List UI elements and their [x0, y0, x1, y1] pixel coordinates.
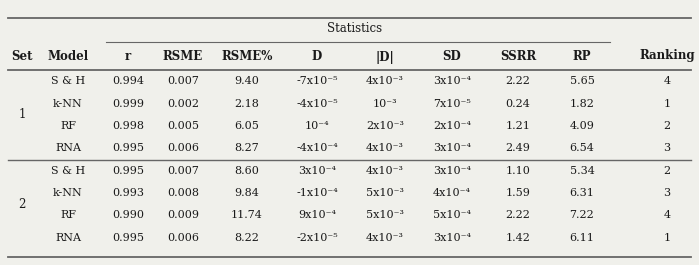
Text: k-NN: k-NN	[53, 188, 83, 198]
Text: 4x10⁻³: 4x10⁻³	[366, 166, 404, 176]
Text: 3x10⁻⁴: 3x10⁻⁴	[433, 233, 471, 243]
Text: RP: RP	[572, 51, 591, 64]
Text: 0.995: 0.995	[112, 143, 144, 153]
Text: 0.995: 0.995	[112, 166, 144, 176]
Text: 5.65: 5.65	[570, 76, 594, 86]
Text: 9.40: 9.40	[235, 76, 259, 86]
Text: 5.34: 5.34	[570, 166, 594, 176]
Text: RSME%: RSME%	[222, 51, 273, 64]
Text: 0.995: 0.995	[112, 233, 144, 243]
Text: RF: RF	[60, 210, 76, 220]
Text: 0.009: 0.009	[167, 210, 199, 220]
Text: 3x10⁻⁴: 3x10⁻⁴	[433, 143, 471, 153]
Text: 1: 1	[663, 233, 670, 243]
Text: 6.05: 6.05	[235, 121, 259, 131]
Text: 2.49: 2.49	[505, 143, 531, 153]
Text: 4x10⁻³: 4x10⁻³	[366, 143, 404, 153]
Text: 1: 1	[18, 108, 26, 121]
Text: 3: 3	[663, 188, 670, 198]
Text: 6.11: 6.11	[570, 233, 594, 243]
Text: -4x10⁻⁵: -4x10⁻⁵	[296, 99, 338, 109]
Text: 1: 1	[663, 99, 670, 109]
Text: 11.74: 11.74	[231, 210, 263, 220]
Text: 2.22: 2.22	[505, 76, 531, 86]
Text: 2: 2	[663, 166, 670, 176]
Text: -4x10⁻⁴: -4x10⁻⁴	[296, 143, 338, 153]
Text: 2.18: 2.18	[235, 99, 259, 109]
Text: 0.006: 0.006	[167, 233, 199, 243]
Text: 6.54: 6.54	[570, 143, 594, 153]
Text: Set: Set	[11, 50, 33, 63]
Text: RSME: RSME	[163, 51, 203, 64]
Text: 0.007: 0.007	[167, 76, 199, 86]
Text: r: r	[125, 51, 131, 64]
Text: S & H: S & H	[51, 166, 85, 176]
Text: 2: 2	[18, 198, 26, 211]
Text: 3x10⁻⁴: 3x10⁻⁴	[433, 166, 471, 176]
Text: 7.22: 7.22	[570, 210, 594, 220]
Text: 10⁻³: 10⁻³	[373, 99, 397, 109]
Text: Ranking: Ranking	[639, 50, 695, 63]
Text: -1x10⁻⁴: -1x10⁻⁴	[296, 188, 338, 198]
Text: 9.84: 9.84	[235, 188, 259, 198]
Text: 4: 4	[663, 76, 670, 86]
Text: 0.006: 0.006	[167, 143, 199, 153]
Text: RNA: RNA	[55, 233, 81, 243]
Text: RNA: RNA	[55, 143, 81, 153]
Text: 0.994: 0.994	[112, 76, 144, 86]
Text: 4: 4	[663, 210, 670, 220]
Text: 5x10⁻³: 5x10⁻³	[366, 210, 404, 220]
Text: 0.990: 0.990	[112, 210, 144, 220]
Text: SD: SD	[442, 51, 461, 64]
Text: 3x10⁻⁴: 3x10⁻⁴	[433, 76, 471, 86]
Text: 5x10⁻⁴: 5x10⁻⁴	[433, 210, 471, 220]
Text: 4x10⁻³: 4x10⁻³	[366, 233, 404, 243]
Text: 4.09: 4.09	[570, 121, 594, 131]
Text: 8.22: 8.22	[235, 233, 259, 243]
Text: 2.22: 2.22	[505, 210, 531, 220]
Text: 0.993: 0.993	[112, 188, 144, 198]
Text: 5x10⁻³: 5x10⁻³	[366, 188, 404, 198]
Text: 2x10⁻⁴: 2x10⁻⁴	[433, 121, 471, 131]
Text: 7x10⁻⁵: 7x10⁻⁵	[433, 99, 471, 109]
Text: 9x10⁻⁴: 9x10⁻⁴	[298, 210, 336, 220]
Text: Statistics: Statistics	[327, 21, 382, 34]
Text: 2: 2	[663, 121, 670, 131]
Text: |D|: |D|	[375, 51, 394, 64]
Text: SSRR: SSRR	[500, 51, 536, 64]
Text: 0.007: 0.007	[167, 166, 199, 176]
Text: 4x10⁻⁴: 4x10⁻⁴	[433, 188, 471, 198]
Text: -7x10⁻⁵: -7x10⁻⁵	[296, 76, 338, 86]
Text: 0.005: 0.005	[167, 121, 199, 131]
Text: 4x10⁻³: 4x10⁻³	[366, 76, 404, 86]
Text: 2x10⁻³: 2x10⁻³	[366, 121, 404, 131]
Text: 0.998: 0.998	[112, 121, 144, 131]
Text: RF: RF	[60, 121, 76, 131]
Text: 8.27: 8.27	[235, 143, 259, 153]
Text: 1.10: 1.10	[505, 166, 531, 176]
Text: Model: Model	[48, 50, 89, 63]
Text: 0.008: 0.008	[167, 188, 199, 198]
Text: -2x10⁻⁵: -2x10⁻⁵	[296, 233, 338, 243]
Text: 1.21: 1.21	[505, 121, 531, 131]
Text: 0.002: 0.002	[167, 99, 199, 109]
Text: 10⁻⁴: 10⁻⁴	[305, 121, 329, 131]
Text: 1.42: 1.42	[505, 233, 531, 243]
Text: 6.31: 6.31	[570, 188, 594, 198]
Text: 0.999: 0.999	[112, 99, 144, 109]
Text: 3: 3	[663, 143, 670, 153]
Text: k-NN: k-NN	[53, 99, 83, 109]
Text: 3x10⁻⁴: 3x10⁻⁴	[298, 166, 336, 176]
Text: 8.60: 8.60	[235, 166, 259, 176]
Text: D: D	[312, 51, 322, 64]
Text: 1.82: 1.82	[570, 99, 594, 109]
Text: S & H: S & H	[51, 76, 85, 86]
Text: 1.59: 1.59	[505, 188, 531, 198]
Text: 0.24: 0.24	[505, 99, 531, 109]
